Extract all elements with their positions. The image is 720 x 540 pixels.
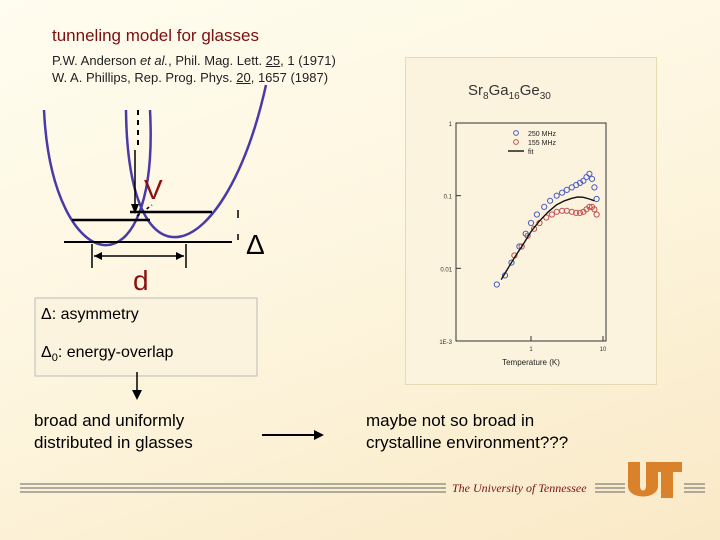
legend-entry: fit	[528, 149, 534, 156]
data-point-250mhz	[527, 219, 535, 227]
x-axis-label: Temperature (K)	[502, 358, 560, 367]
y-tick-label: 0.01	[440, 267, 452, 273]
data-point-250mhz	[583, 174, 590, 181]
data-point-155mhz	[593, 211, 600, 218]
data-point-250mhz	[493, 281, 500, 288]
university-name: The University of Tennessee	[452, 481, 587, 495]
data-point-250mhz	[559, 189, 566, 196]
data-point-155mhz	[568, 208, 575, 215]
data-point-250mhz	[533, 211, 540, 218]
delta-label: Δ	[246, 229, 265, 260]
d-arrow-right	[176, 252, 184, 260]
slide-title: tunneling model for glasses	[52, 26, 259, 45]
data-point-155mhz	[591, 206, 598, 213]
data-point-155mhz	[548, 211, 555, 218]
data-point-155mhz	[553, 208, 560, 215]
data-point-250mhz	[580, 177, 587, 184]
right-well-curve	[124, 84, 268, 239]
data-point-250mhz	[508, 259, 515, 266]
legend-entry: 250 MHz	[528, 131, 557, 138]
figure-title: Sr8Ga16Ge30	[468, 82, 551, 102]
data-point-155mhz	[576, 209, 584, 216]
data-point-155mhz	[586, 203, 593, 210]
legend-swatch	[513, 130, 519, 136]
y-tick-label: 0.1	[444, 195, 453, 201]
data-point-250mhz	[547, 197, 554, 204]
measurement-figure: Sr8Ga16Ge30 1 0.1 0.01 1E-3 1 10 Temperature …	[405, 57, 657, 385]
ut-logo: UT	[628, 462, 682, 498]
data-point-155mhz	[573, 209, 580, 216]
data-point-250mhz	[553, 192, 560, 199]
data-point-155mhz	[531, 225, 538, 232]
legend-swatch	[513, 139, 519, 145]
footer-rule	[20, 483, 705, 493]
v-arrow-head	[131, 204, 139, 214]
data-point-155mhz	[518, 243, 525, 250]
x-tick-label: 1	[529, 347, 533, 353]
asymmetry-definition: Δ: asymmetry	[41, 306, 139, 323]
right-arrow-head	[314, 430, 324, 440]
overlap-definition: Δ0: energy-overlap	[41, 344, 174, 365]
data-point-250mhz	[591, 184, 598, 191]
data-point-250mhz	[563, 186, 570, 193]
fit-line	[500, 196, 595, 280]
reference-phillips: W. A. Phillips, Rep. Prog. Phys. 20, 165…	[52, 70, 329, 85]
d-label: d	[133, 265, 149, 296]
chart-svg: 1 0.1 0.01 1E-3 1 10 Temperature (K) 250 MHz 1…	[439, 122, 607, 367]
x-tick-label: 10	[600, 347, 607, 353]
y-tick-label: 1E-3	[439, 340, 452, 346]
ut-logo-u	[628, 462, 658, 497]
definitions-box	[34, 297, 258, 377]
glasses-caption: broad and uniformly distributed in glass…	[34, 411, 193, 452]
y-tick-label: 1	[449, 122, 453, 128]
data-point-250mhz	[588, 175, 596, 183]
d-arrow-left	[94, 252, 102, 260]
reference-anderson: P.W. Anderson et al., Phil. Mag. Lett. 2…	[52, 53, 336, 68]
double-well-diagram	[34, 84, 324, 440]
legend-entry: 155 MHz	[528, 140, 557, 147]
left-well-curve	[42, 109, 152, 247]
ut-logo-t	[652, 462, 682, 498]
chart-legend: 250 MHz 155 MHz fit	[508, 130, 557, 156]
data-point-250mhz	[593, 195, 600, 203]
data-point-155mhz	[559, 207, 566, 214]
down-arrow-head	[132, 390, 142, 400]
data-point-250mhz	[541, 203, 548, 210]
data-point-250mhz	[586, 170, 593, 177]
crystal-caption: maybe not so broad in crystalline enviro…	[366, 411, 569, 452]
v-label: V	[144, 174, 163, 205]
